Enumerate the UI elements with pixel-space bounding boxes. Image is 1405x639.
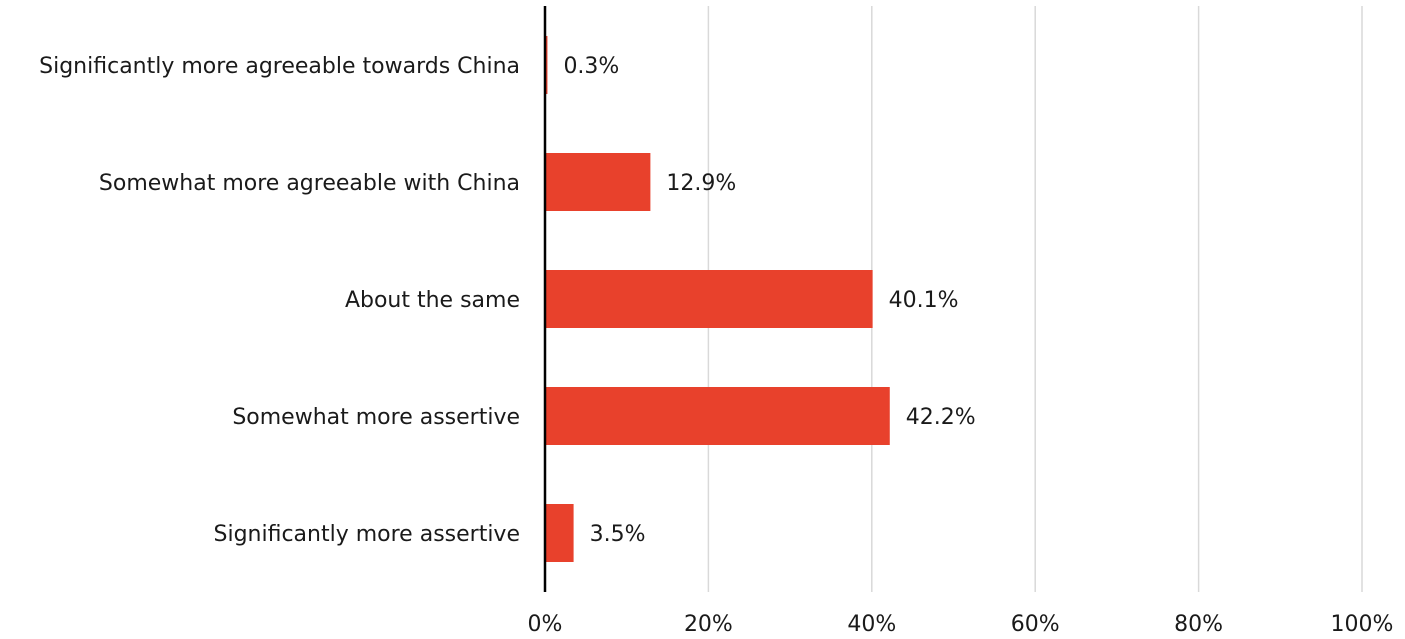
value-label: 42.2% xyxy=(906,405,976,430)
category-label: Significantly more agreeable towards Chi… xyxy=(39,54,520,79)
value-labels: 0.3% 12.9% 40.1% 42.2% 3.5% xyxy=(563,54,975,547)
x-tick-label: 100% xyxy=(1331,612,1394,637)
category-label: Somewhat more assertive xyxy=(232,405,520,430)
x-tick-label: 40% xyxy=(847,612,896,637)
category-label: Somewhat more agreeable with China xyxy=(99,171,520,196)
bars xyxy=(545,36,890,562)
x-tick-label: 80% xyxy=(1174,612,1223,637)
x-tick-label: 20% xyxy=(684,612,733,637)
x-tick-label: 0% xyxy=(528,612,563,637)
x-tick-labels: 0% 20% 40% 60% 80% 100% xyxy=(528,612,1394,637)
category-label: Significantly more assertive xyxy=(214,522,521,547)
category-labels: Significantly more agreeable towards Chi… xyxy=(39,54,520,547)
bar xyxy=(545,504,574,562)
gridlines xyxy=(707,6,1363,592)
value-label: 12.9% xyxy=(666,171,736,196)
x-tick-label: 60% xyxy=(1011,612,1060,637)
value-label: 0.3% xyxy=(563,54,619,79)
bar xyxy=(545,270,873,328)
value-label: 3.5% xyxy=(590,522,646,547)
bar xyxy=(545,387,890,445)
bar xyxy=(545,153,651,211)
value-label: 40.1% xyxy=(889,288,959,313)
category-label: About the same xyxy=(345,288,520,313)
